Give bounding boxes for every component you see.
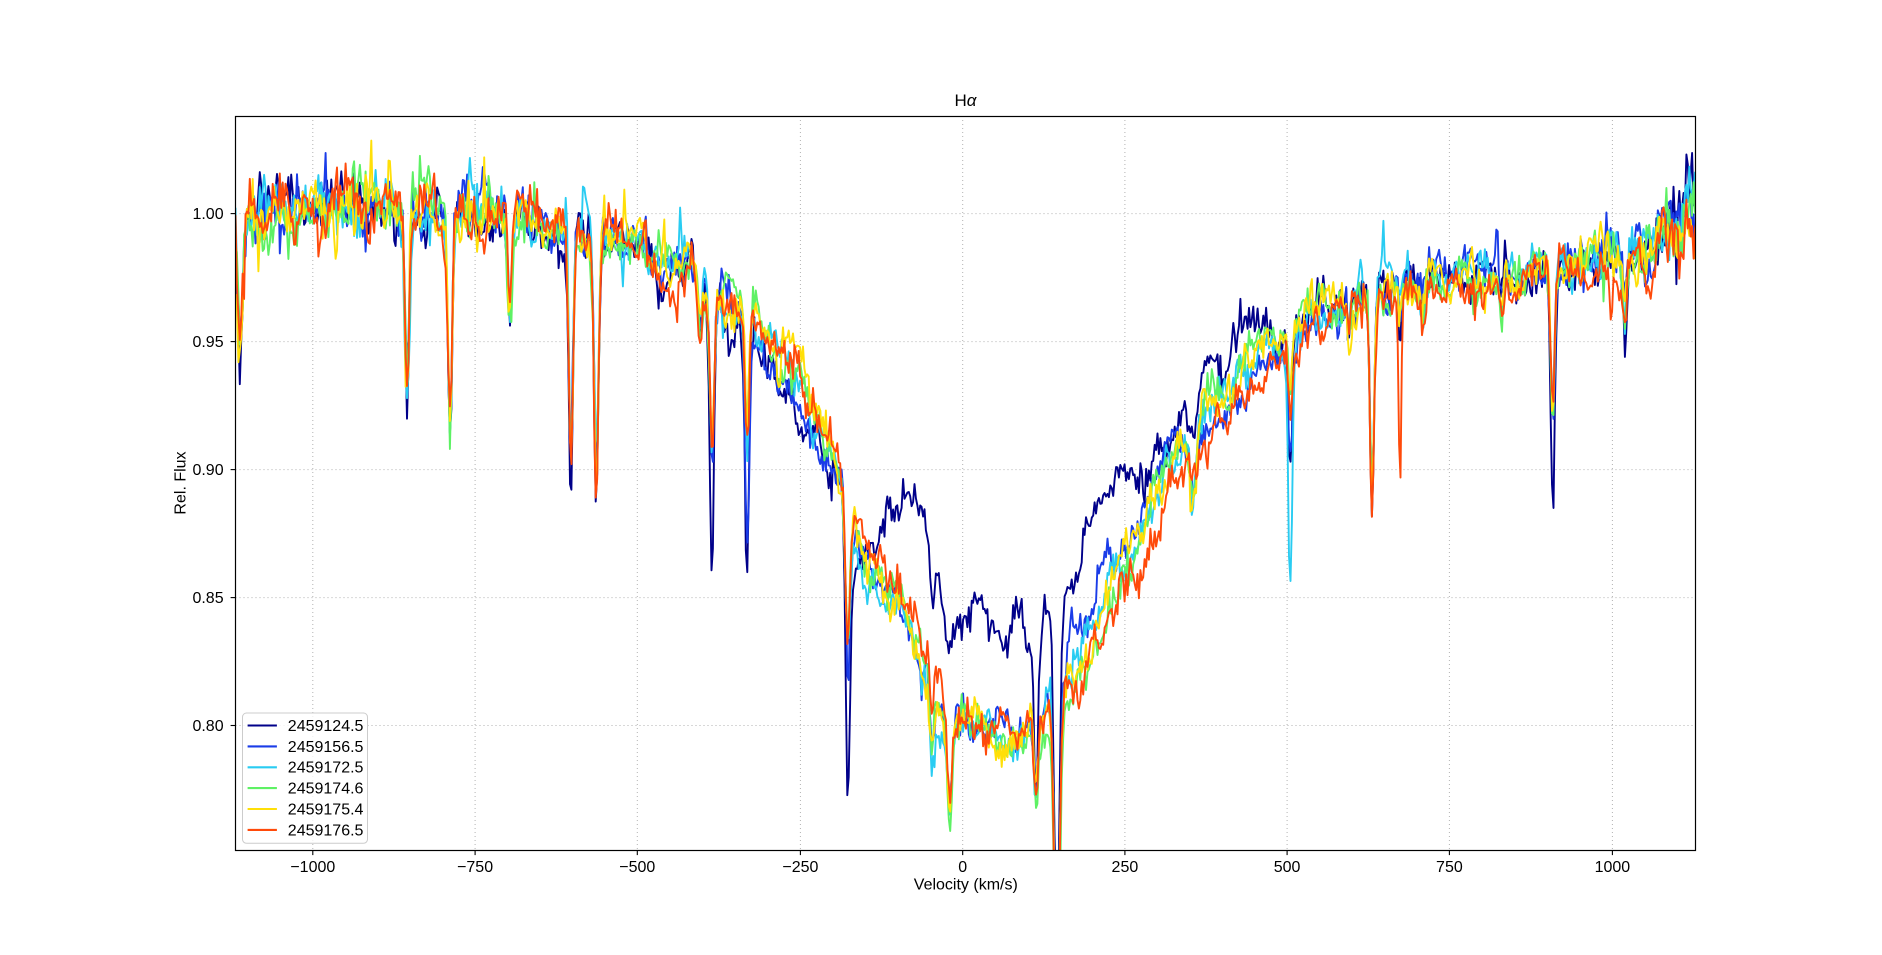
- svg-text:0: 0: [958, 859, 967, 876]
- svg-text:750: 750: [1436, 859, 1463, 876]
- svg-text:−250: −250: [782, 859, 818, 876]
- svg-text:−750: −750: [457, 859, 493, 876]
- svg-text:2459176.5: 2459176.5: [288, 822, 364, 839]
- svg-text:1.00: 1.00: [192, 206, 223, 223]
- svg-text:2459124.5: 2459124.5: [288, 718, 364, 735]
- svg-text:0.85: 0.85: [192, 590, 223, 607]
- svg-text:2459156.5: 2459156.5: [288, 739, 364, 756]
- svg-text:0.80: 0.80: [192, 718, 223, 735]
- svg-text:1000: 1000: [1595, 859, 1631, 876]
- svg-text:−1000: −1000: [290, 859, 335, 876]
- svg-text:Velocity (km/s): Velocity (km/s): [914, 877, 1018, 894]
- svg-text:2459175.4: 2459175.4: [288, 801, 364, 818]
- svg-text:250: 250: [1112, 859, 1139, 876]
- svg-text:0.90: 0.90: [192, 462, 223, 479]
- svg-text:500: 500: [1274, 859, 1301, 876]
- svg-text:−500: −500: [619, 859, 655, 876]
- svg-text:Hα: Hα: [955, 91, 978, 110]
- svg-text:2459172.5: 2459172.5: [288, 760, 364, 777]
- svg-text:2459174.6: 2459174.6: [288, 781, 364, 798]
- svg-text:Rel. Flux: Rel. Flux: [173, 451, 190, 514]
- svg-text:0.95: 0.95: [192, 334, 223, 351]
